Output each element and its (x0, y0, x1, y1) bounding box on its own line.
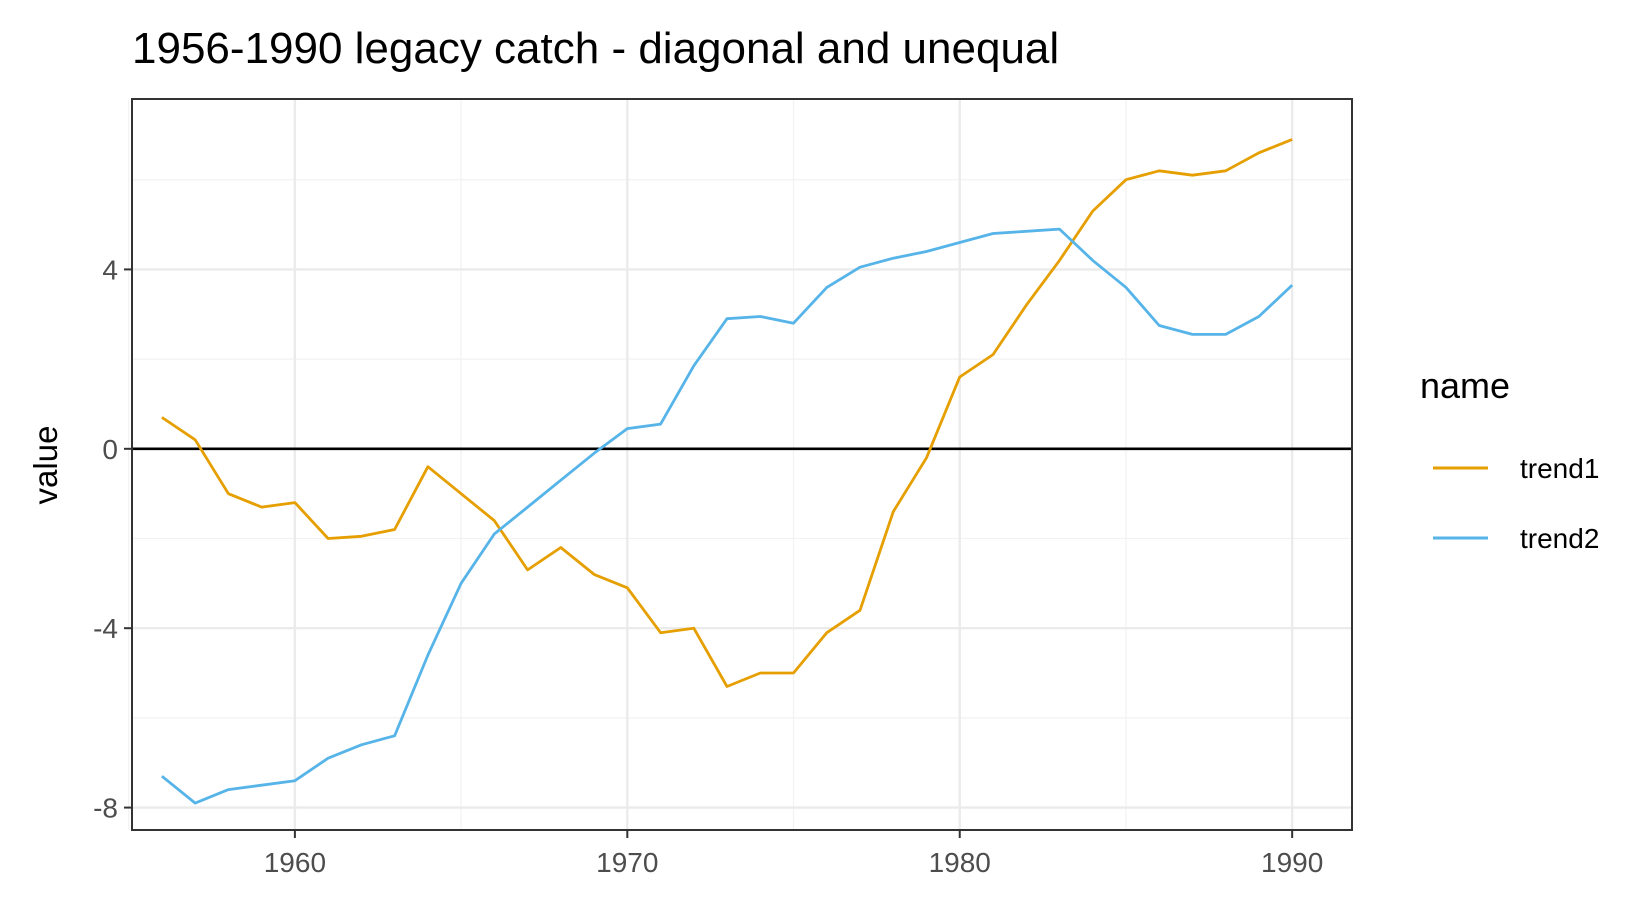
x-tick-label: 1990 (1261, 847, 1323, 878)
legend-items: trend1 trend2 (1433, 453, 1599, 554)
legend-label-trend2: trend2 (1520, 523, 1599, 554)
series-layer (161, 138, 1294, 805)
x-tick-label: 1960 (264, 847, 326, 878)
y-tick-label: -4 (93, 613, 118, 644)
y-tick-label: 0 (102, 434, 118, 465)
legend: name trend1 trend2 (1420, 365, 1599, 554)
y-tick-label: -8 (93, 793, 118, 824)
y-axis-title: value (27, 426, 64, 505)
series-line-trend2 (161, 227, 1294, 805)
series-line-trend1 (161, 138, 1293, 688)
grid-layer (128, 99, 1352, 830)
axis-layer: 1960 1970 1980 1990 -8 -4 0 4 (93, 254, 1323, 878)
x-tick-label: 1970 (596, 847, 658, 878)
panel-border (131, 98, 1353, 831)
x-tick-label: 1980 (929, 847, 991, 878)
legend-title: name (1420, 365, 1510, 406)
chart-title: 1956-1990 legacy catch - diagonal and un… (132, 24, 1059, 73)
legend-label-trend1: trend1 (1520, 453, 1599, 484)
y-tick-label: 4 (102, 254, 118, 285)
